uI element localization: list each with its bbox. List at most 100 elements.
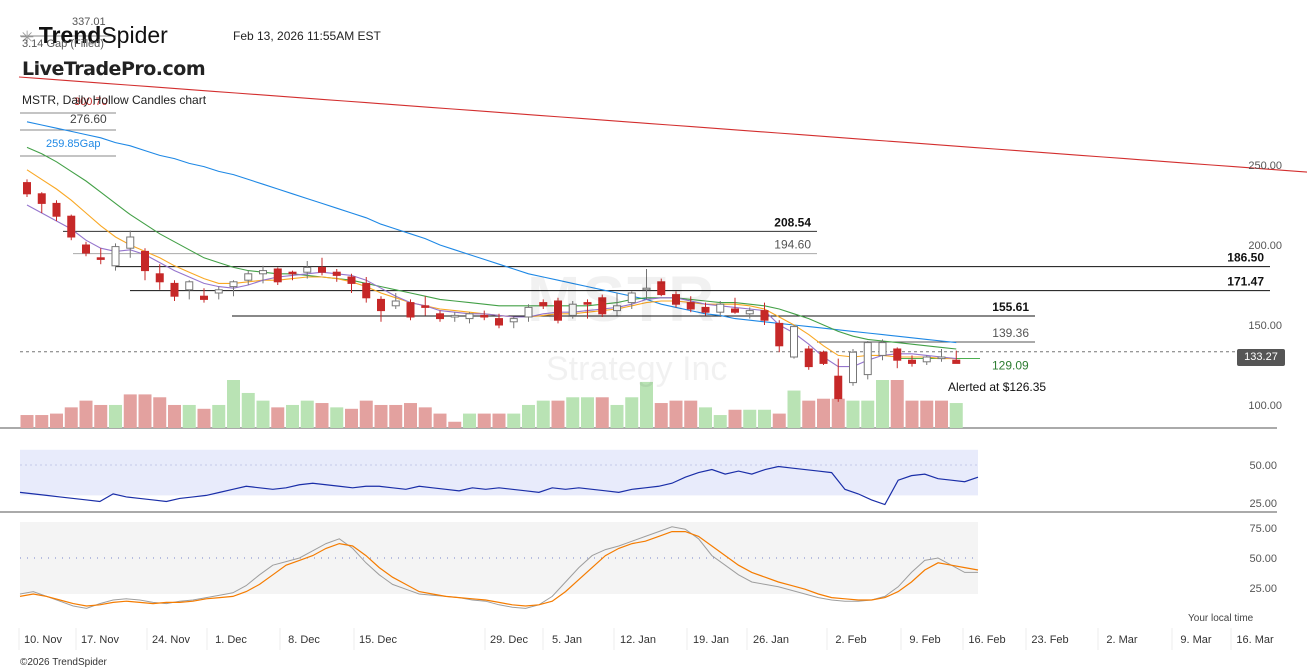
candle-body — [273, 268, 282, 283]
volume-bar — [79, 400, 93, 428]
chart-title: MSTR, Daily Hollow Candles chart — [22, 93, 207, 107]
x-tick-label: 15. Dec — [359, 634, 397, 646]
x-tick-label: 17. Nov — [81, 634, 119, 646]
volume-bar — [949, 403, 963, 428]
x-tick-label: 29. Dec — [490, 634, 528, 646]
moving-averages — [18, 76, 1307, 368]
candle-body — [731, 308, 739, 313]
candle-body — [362, 282, 371, 299]
candle-body — [126, 236, 135, 249]
rsi-line — [19, 465, 979, 506]
candle-body — [834, 375, 843, 400]
rsi-band — [20, 449, 978, 496]
x-tick-label: 19. Jan — [693, 634, 729, 646]
rsi-pane: 25.00 50.00 — [19, 449, 1277, 510]
volume-bar — [758, 409, 771, 428]
candle-body — [111, 246, 120, 267]
volume-bar — [817, 398, 830, 428]
spider-icon: ✳ — [20, 28, 35, 47]
moving-average-line — [26, 169, 957, 360]
volume-bar — [433, 413, 447, 428]
volume-bar — [610, 404, 624, 428]
candle-body — [554, 300, 562, 321]
candle-body — [406, 302, 415, 318]
volume-bar — [846, 400, 860, 428]
candle-body — [539, 302, 548, 307]
volume-bar — [935, 400, 948, 428]
watermark-company: Strategy Inc — [546, 350, 728, 388]
rsi-tick-label: 25.00 — [1249, 498, 1277, 510]
candle-body — [863, 342, 872, 376]
volume-bar — [35, 415, 49, 428]
volume-bar — [876, 380, 889, 428]
candle-body — [37, 193, 46, 204]
volume-bar — [50, 413, 63, 428]
candle-body — [509, 318, 518, 323]
candle-body — [259, 270, 267, 275]
logo-bold-text: Trend — [38, 22, 102, 48]
candle-body — [214, 289, 223, 294]
volume-bar — [787, 390, 801, 428]
candle-body — [244, 273, 253, 281]
x-tick-label: 8. Dec — [288, 634, 320, 646]
candle-body — [82, 244, 90, 254]
candle-body — [170, 282, 179, 297]
candle-body — [775, 322, 784, 347]
candle-body — [450, 314, 459, 318]
volume-bar — [138, 394, 152, 428]
volume-bar — [227, 380, 240, 428]
volume-bar — [448, 421, 462, 428]
volume-bar — [315, 403, 329, 428]
candle-body — [480, 314, 489, 318]
candle-body — [391, 300, 400, 307]
volume-bar — [802, 400, 816, 428]
candle-body — [922, 356, 931, 363]
x-tick-label: 24. Nov — [152, 634, 190, 646]
x-tick-label: 9. Mar — [1180, 634, 1212, 646]
price-level-label: 208.54 — [774, 215, 811, 229]
alert-text: Alerted at $126.35 — [948, 380, 1047, 394]
volume-bar — [905, 400, 919, 428]
candle-body — [627, 292, 636, 304]
candle-body — [598, 297, 607, 315]
volume-bar — [684, 400, 698, 428]
candle-body — [288, 271, 297, 275]
price-level-label: 194.60 — [774, 238, 811, 252]
copyright: ©2026 TrendSpider — [20, 657, 107, 668]
y-tick-label: 150.00 — [1248, 320, 1282, 332]
volume-bar — [168, 404, 181, 428]
volume-bar — [477, 413, 491, 428]
volume-bar — [241, 392, 255, 428]
candle-body — [495, 318, 503, 326]
x-tick-label: 10. Nov — [24, 634, 62, 646]
current-price-tag: 133.27 — [1237, 349, 1285, 366]
candle-body — [185, 281, 194, 291]
volume-bar — [920, 400, 934, 428]
x-tick-label: 9. Feb — [909, 634, 940, 646]
level-259-label: 259.85Gap — [46, 138, 101, 150]
x-tick-label: 26. Jan — [753, 634, 789, 646]
volume-bar — [861, 400, 875, 428]
candle-body — [686, 302, 695, 310]
candle-body — [141, 250, 149, 272]
volume-bar — [507, 413, 521, 428]
candle-body — [952, 359, 961, 364]
watermark-ticker: MSTR — [527, 263, 717, 335]
candle-body — [377, 298, 385, 312]
x-tick-label: 2. Mar — [1106, 634, 1138, 646]
volume-bar — [522, 404, 535, 428]
volume-bar — [551, 400, 565, 428]
candle-body — [819, 351, 828, 364]
gap-filled-label: 3.14 Gap (Filled) — [22, 38, 104, 50]
candle-body — [760, 310, 769, 321]
moving-average-line — [26, 204, 957, 368]
volume-bar — [109, 404, 122, 428]
volume-bar — [123, 394, 137, 428]
stoch-tick-label: 75.00 — [1249, 523, 1277, 535]
volume-bar — [153, 397, 167, 428]
volume-bar — [286, 404, 299, 428]
candle-body — [465, 313, 474, 320]
candle-body — [878, 342, 887, 356]
candle-body — [937, 356, 946, 360]
